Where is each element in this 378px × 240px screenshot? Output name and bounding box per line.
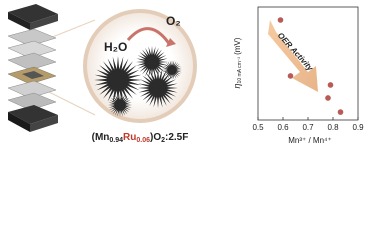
urchin xyxy=(136,46,168,78)
urchin xyxy=(108,93,132,117)
x-tick-label: 0.9 xyxy=(352,123,364,132)
data-point xyxy=(325,95,331,101)
product-label: O₂ xyxy=(166,14,181,28)
y-axis-label: η10 mA cm⁻² (mV) xyxy=(232,37,243,88)
reaction-arrowhead xyxy=(166,38,176,47)
scatter-plot: OER Activity Mn³⁺ / Mn⁴⁺ η10 mA cm⁻² (mV)… xyxy=(232,6,364,145)
x-tick-label: 0.6 xyxy=(277,123,289,132)
data-point xyxy=(327,82,334,88)
y-label-subscript: 10 mA cm⁻² xyxy=(237,57,243,84)
x-tick-label: 0.8 xyxy=(327,123,339,132)
data-point xyxy=(287,73,294,79)
formula-part: 2 xyxy=(161,137,165,144)
data-point xyxy=(337,109,344,115)
formula-part: (Mn xyxy=(92,132,110,143)
urchin xyxy=(138,68,178,108)
x-axis-label: Mn³⁺ / Mn⁴⁺ xyxy=(288,136,331,145)
formula-part: Ru xyxy=(123,132,136,143)
y-label-symbol: η xyxy=(232,83,242,88)
nanostructure-illustration xyxy=(94,46,182,117)
formula: (Mn0.94Ru0.06)O2:2.5F xyxy=(92,132,189,144)
reactant-label: H₂O xyxy=(104,40,127,54)
formula-part: 0.94 xyxy=(109,137,123,144)
y-label-unit: (mV) xyxy=(233,37,242,55)
trend-arrow xyxy=(268,20,318,92)
formula-part: )O xyxy=(150,132,161,143)
x-tick-label: 0.7 xyxy=(302,123,314,132)
device-illustration xyxy=(7,4,96,132)
annotation: OER Activity xyxy=(276,31,315,73)
formula-part: :2.5F xyxy=(165,132,188,143)
x-tick-label: 0.5 xyxy=(252,123,264,132)
reaction-arrow xyxy=(126,27,172,46)
urchin xyxy=(162,60,182,80)
graphical-abstract: H₂O O₂ (Mn0.94Ru0.06)O2:2.5F OER Activit… xyxy=(7,4,364,145)
data-point xyxy=(277,17,284,23)
urchin xyxy=(94,56,142,104)
formula-part: 0.06 xyxy=(136,137,150,144)
